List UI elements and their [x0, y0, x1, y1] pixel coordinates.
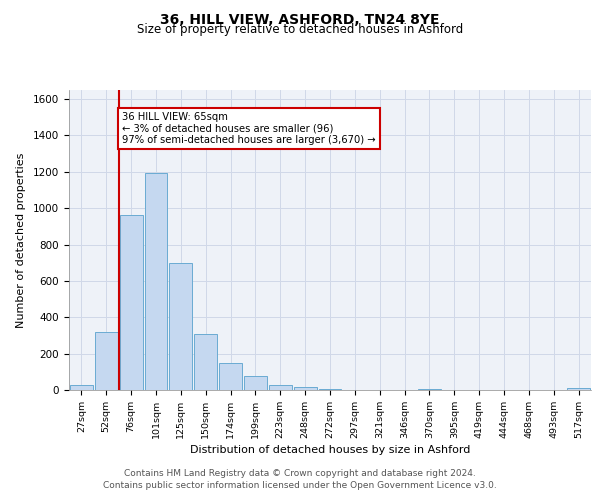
Y-axis label: Number of detached properties: Number of detached properties — [16, 152, 26, 328]
Bar — [145, 172, 167, 390]
Text: Contains public sector information licensed under the Open Government Licence v3: Contains public sector information licen… — [103, 481, 497, 490]
Bar — [194, 334, 217, 390]
Bar — [95, 332, 118, 390]
Text: Size of property relative to detached houses in Ashford: Size of property relative to detached ho… — [137, 22, 463, 36]
Bar — [319, 389, 341, 390]
Text: Contains HM Land Registry data © Crown copyright and database right 2024.: Contains HM Land Registry data © Crown c… — [124, 468, 476, 477]
Text: 36 HILL VIEW: 65sqm
← 3% of detached houses are smaller (96)
97% of semi-detache: 36 HILL VIEW: 65sqm ← 3% of detached hou… — [122, 112, 376, 145]
Bar — [120, 216, 143, 390]
Bar — [70, 386, 93, 390]
Bar — [219, 362, 242, 390]
Text: 36, HILL VIEW, ASHFORD, TN24 8YE: 36, HILL VIEW, ASHFORD, TN24 8YE — [160, 12, 440, 26]
Bar — [418, 389, 441, 390]
Bar — [169, 262, 192, 390]
Bar — [244, 376, 267, 390]
Bar — [294, 388, 317, 390]
Bar — [269, 386, 292, 390]
X-axis label: Distribution of detached houses by size in Ashford: Distribution of detached houses by size … — [190, 445, 470, 455]
Bar — [567, 388, 590, 390]
